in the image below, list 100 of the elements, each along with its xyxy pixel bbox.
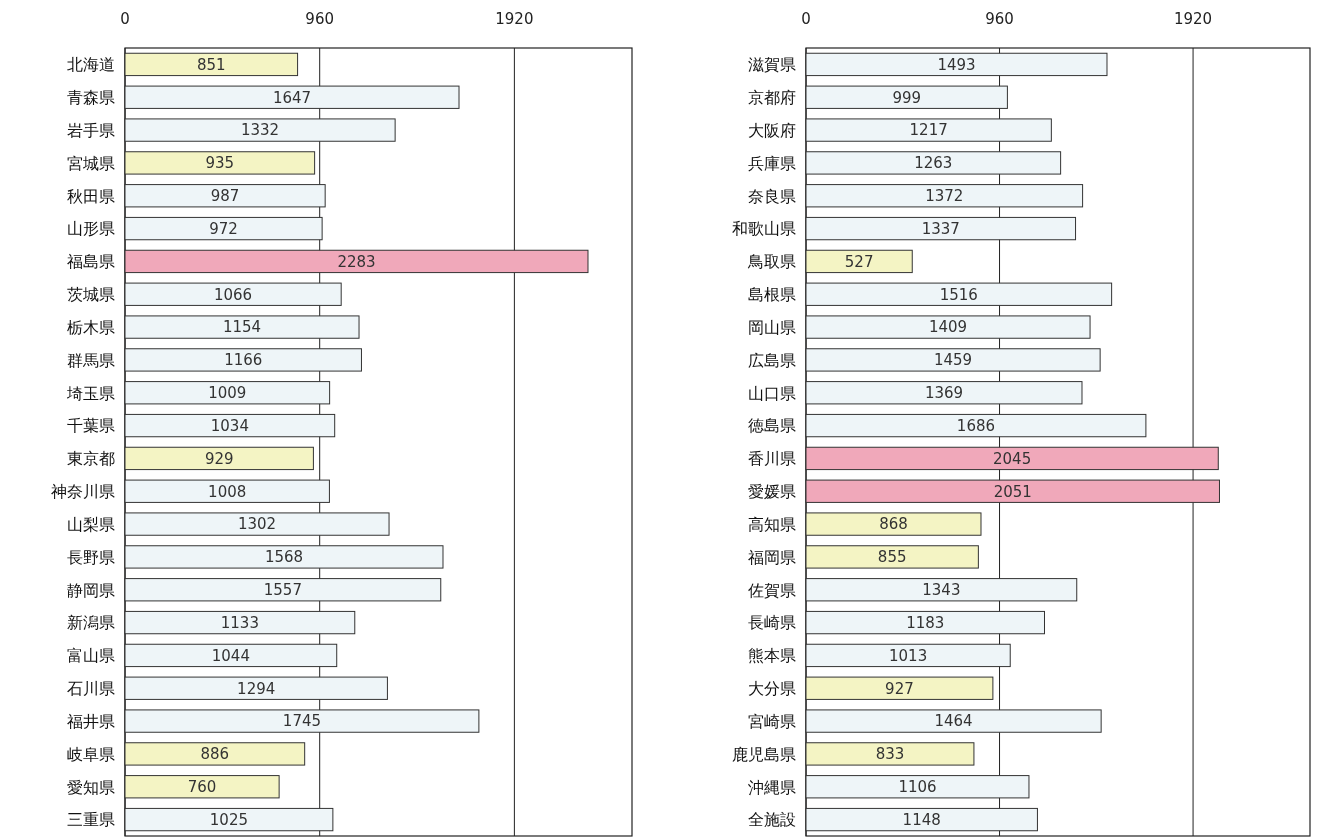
bar	[805, 381, 1083, 405]
y-tick-label: 群馬県	[67, 350, 115, 370]
bar	[805, 52, 1108, 77]
bar	[124, 282, 342, 306]
y-tick-label: 熊本県	[748, 646, 796, 666]
data-label: 1154	[222, 318, 262, 337]
bar	[805, 709, 1102, 733]
data-label: 886	[200, 745, 230, 764]
y-tick-label: 佐賀県	[748, 580, 796, 600]
data-label: 527	[844, 252, 874, 271]
y-tick-label: 秋田県	[67, 186, 115, 206]
data-label: 851	[196, 55, 226, 74]
y-tick-label: 栃木県	[67, 317, 115, 337]
y-tick-label: 埼玉県	[66, 383, 115, 403]
y-tick-label: 東京都	[67, 449, 115, 469]
y-tick-label: 北海道	[67, 55, 115, 75]
y-tick-label: 静岡県	[67, 580, 115, 600]
bar	[805, 216, 1077, 241]
bar	[805, 184, 1084, 208]
bar	[805, 479, 1220, 503]
data-label: 2051	[993, 482, 1032, 501]
data-label: 1343	[922, 581, 961, 600]
data-label: 1686	[956, 416, 996, 435]
bar	[124, 676, 388, 700]
bar	[805, 446, 1219, 471]
bar	[805, 775, 1030, 799]
data-label: 1133	[220, 613, 259, 632]
bar	[124, 381, 331, 405]
data-label: 1647	[272, 88, 312, 107]
bar	[805, 807, 1038, 832]
bar	[124, 446, 314, 471]
x-tick-label: 0	[120, 10, 130, 28]
y-tick-label: 新潟県	[67, 613, 115, 633]
bar	[124, 775, 280, 799]
x-tick-label: 1920	[495, 10, 534, 28]
data-label: 1066	[214, 285, 253, 304]
bar	[124, 413, 336, 438]
y-tick-label: 福岡県	[748, 547, 796, 567]
data-label: 972	[209, 219, 238, 238]
bar	[805, 282, 1113, 306]
y-tick-label: 茨城県	[67, 285, 115, 305]
data-label: 2045	[993, 449, 1032, 468]
bar	[124, 118, 396, 142]
y-tick-label: 岐阜県	[67, 744, 115, 764]
bar	[124, 85, 460, 109]
bar	[124, 643, 338, 668]
data-label: 1409	[928, 318, 968, 337]
y-tick-label: 大阪府	[748, 120, 796, 140]
bar	[805, 512, 982, 536]
y-tick-label: 広島県	[748, 350, 796, 370]
y-tick-label: 全施設	[748, 810, 796, 830]
data-label: 868	[879, 515, 908, 534]
y-tick-label: 岡山県	[748, 317, 796, 337]
y-tick-label: 沖縄県	[748, 777, 796, 797]
data-label: 1013	[889, 646, 928, 665]
data-label: 760	[187, 778, 217, 797]
bar	[805, 85, 1008, 109]
bar	[124, 216, 323, 241]
bar	[124, 52, 299, 77]
bar	[805, 249, 913, 274]
data-label: 1372	[925, 187, 964, 206]
y-tick-label: 兵庫県	[748, 153, 796, 173]
data-label: 1745	[282, 712, 322, 731]
data-label: 987	[210, 187, 240, 206]
y-tick-label: 福井県	[67, 711, 115, 731]
y-tick-label: 徳島県	[748, 416, 796, 436]
y-tick-label: 三重県	[67, 810, 115, 830]
bar	[805, 643, 1011, 668]
y-tick-label: 大分県	[748, 679, 796, 699]
bar	[124, 512, 390, 536]
data-label: 2283	[337, 252, 376, 271]
data-label: 927	[885, 679, 914, 698]
data-label: 1369	[924, 384, 964, 403]
data-label: 1516	[939, 285, 978, 304]
bar	[124, 578, 442, 602]
y-tick-label: 高知県	[748, 514, 796, 534]
data-label: 1459	[933, 351, 973, 370]
y-tick-label: 千葉県	[67, 416, 115, 436]
data-label: 1557	[263, 581, 302, 600]
y-tick-label: 滋賀県	[748, 55, 796, 75]
bar	[124, 545, 444, 569]
data-label: 935	[205, 154, 235, 173]
y-tick-label: 香川県	[748, 449, 796, 469]
y-tick-label: 長崎県	[748, 613, 796, 633]
data-label: 1493	[937, 55, 976, 74]
data-label: 1294	[237, 679, 276, 698]
data-label: 929	[204, 449, 234, 468]
x-tick-label: 0	[801, 10, 811, 28]
bar	[124, 807, 334, 832]
bar	[805, 315, 1091, 339]
bar	[124, 151, 316, 175]
data-label: 1008	[208, 482, 247, 501]
y-tick-label: 宮崎県	[748, 711, 796, 731]
y-tick-label: 神奈川県	[51, 482, 115, 502]
data-label: 1106	[898, 778, 937, 797]
bar	[805, 676, 994, 700]
data-label: 1568	[264, 548, 304, 567]
data-label: 1263	[914, 154, 953, 173]
y-tick-label: 岩手県	[67, 120, 115, 140]
data-label: 1302	[237, 515, 277, 534]
